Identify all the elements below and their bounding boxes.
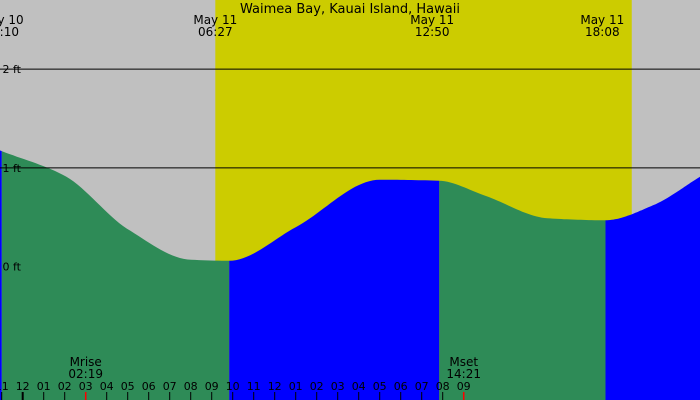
- event-time-label: 06:27: [198, 25, 233, 39]
- rising-tide-area: [229, 179, 440, 400]
- hour-tick-label: 07: [415, 380, 429, 393]
- moon-event-name: Mset: [449, 355, 478, 369]
- hour-tick-label: 03: [79, 380, 93, 393]
- hour-tick-label: 09: [457, 380, 471, 393]
- hour-tick-label: 12: [268, 380, 282, 393]
- y-axis-label: 2 ft: [3, 63, 22, 76]
- hour-tick-label: 04: [352, 380, 366, 393]
- hour-tick-label: 10: [226, 380, 240, 393]
- event-date-label: May 11: [410, 13, 454, 27]
- falling-tide-area: [439, 180, 606, 400]
- midnight-marker: [21, 392, 24, 400]
- hour-tick-label: 01: [37, 380, 51, 393]
- hour-tick-label: 03: [331, 380, 345, 393]
- moon-event-time: 14:21: [446, 367, 481, 381]
- hour-tick-label: 05: [373, 380, 387, 393]
- event-date-label: May 11: [193, 13, 237, 27]
- y-axis-label: 1 ft: [3, 162, 22, 175]
- label-layer: Waimea Bay, Kauai Island, Hawaii 2 ft 1 f…: [0, 2, 624, 381]
- falling-tide-area: [1, 151, 230, 400]
- tide-fill-layer: [0, 150, 700, 400]
- event-time-label: 00:10: [0, 25, 19, 39]
- hour-tick-label: 01: [289, 380, 303, 393]
- chart-title: Waimea Bay, Kauai Island, Hawaii: [240, 2, 460, 17]
- event-time-label: 18:08: [585, 25, 620, 39]
- hour-tick-label: 09: [205, 380, 219, 393]
- hour-tick-label: 05: [121, 380, 135, 393]
- event-time-label: 12:50: [415, 25, 450, 39]
- hour-tick-label: 12: [16, 380, 30, 393]
- hour-tick-label: 04: [100, 380, 114, 393]
- hour-tick-label: 07: [163, 380, 177, 393]
- event-date-label: May 11: [580, 13, 624, 27]
- y-axis-label: 0 ft: [3, 261, 22, 274]
- moon-event-name: Mrise: [70, 355, 102, 369]
- hour-tick-label: 11: [247, 380, 261, 393]
- hour-tick-label: 02: [310, 380, 324, 393]
- rising-tide-area: [605, 176, 700, 400]
- hour-tick-label: 06: [394, 380, 408, 393]
- moon-event-time: 02:19: [68, 367, 103, 381]
- hour-tick-label: 08: [184, 380, 198, 393]
- hour-tick-label: 08: [436, 380, 450, 393]
- hour-tick-label: 11: [0, 380, 9, 393]
- grid-layer: [0, 68, 700, 169]
- hour-tick-label: 06: [142, 380, 156, 393]
- event-date-label: May 10: [0, 13, 24, 27]
- hour-tick-label: 02: [58, 380, 72, 393]
- x-axis-ticks: 11 12 01 02 03 04 05 06 07 08 09 10 11 12 01 02 03 04 05 06…: [0, 380, 471, 400]
- rising-tide-area: [0, 150, 2, 400]
